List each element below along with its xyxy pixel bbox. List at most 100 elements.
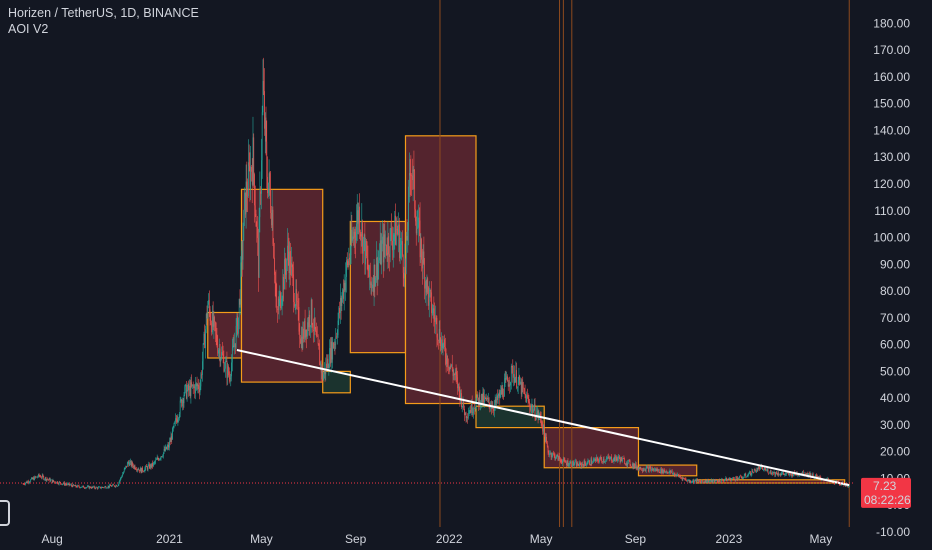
candle-body [537,410,539,418]
candle-body [310,299,312,326]
candle-body [24,484,25,485]
trend-line[interactable] [236,348,850,487]
candle-body [194,386,196,394]
candle-body [553,453,555,455]
tradingview-logo-icon[interactable] [0,500,10,526]
candle-body [650,467,652,471]
candle-body [524,392,526,395]
candle-body [635,463,637,469]
candle-body [218,350,219,354]
candle-body [430,290,432,293]
candle-body [532,405,534,413]
candle-body [533,409,534,413]
chart-symbol-title[interactable]: Horizen / TetherUS, 1D, BINANCE [8,6,199,20]
candle-body [64,484,66,486]
candle-body [131,462,133,466]
candle-body [743,475,745,478]
candle-body [738,478,740,479]
candle-body [239,298,241,305]
candle-body [287,245,288,261]
candle-body [425,281,426,289]
candle-body [167,444,169,448]
y-tick-label: 120.00 [873,177,910,191]
candle-body [483,392,485,403]
candle-body [631,466,632,467]
candle-body [751,470,753,475]
candle-body [187,384,189,391]
candle-body [306,329,307,337]
candle-body [223,356,225,372]
candle-body [67,483,69,484]
candle-body [724,479,726,481]
candle-body [84,487,85,489]
candle-body [367,259,369,272]
candle-body [67,483,68,485]
candle-body [600,457,602,459]
candle-body [780,473,782,476]
candle-body [654,468,656,470]
candle-body [47,479,48,480]
candle-body [695,479,697,483]
candle-body [797,475,799,476]
candle-body [623,458,625,460]
candle-body [231,348,233,363]
candle-body [583,461,585,467]
candle-body [595,458,596,462]
candle-body [658,469,659,471]
candle-body [546,442,548,447]
candle-body [165,446,166,451]
candle-body [159,458,160,461]
candle-body [149,464,151,469]
candle-body [675,474,677,477]
candle-body [144,468,146,472]
candle-body [749,471,750,474]
candle-body [424,263,426,289]
y-tick-label: 60.00 [880,338,910,352]
candle-body [145,465,147,469]
candle-body [315,329,317,331]
candle-body [101,487,103,488]
candle-body [278,298,280,310]
candle-body [287,245,289,252]
candle-body [113,484,114,486]
candle-body [399,244,401,258]
candle-body [688,479,690,482]
candle-body [697,480,699,481]
candle-body [257,226,258,238]
candle-body [354,231,356,238]
candle-body [346,260,347,277]
candle-body [484,396,486,398]
candle-body [353,231,355,239]
candle-body [417,227,419,229]
candle-body [636,467,638,469]
candle-body [779,474,781,476]
candle-body [148,464,150,466]
candle-body [535,417,537,419]
candle-body [750,474,752,476]
aoi-zone [404,135,477,405]
candle-body [231,362,232,377]
candle-body [135,468,137,470]
candle-body [730,478,732,481]
price-badge-countdown: 08:22:26 [864,493,911,507]
candle-body [44,479,45,480]
candle-body [228,375,230,379]
candle-body [54,481,56,483]
candle-body [309,315,311,327]
y-tick-label: 70.00 [880,311,910,325]
candle-body [736,477,737,478]
candle-body [175,418,177,420]
candle-body [841,484,842,486]
candle-body [754,469,756,470]
candle-body [201,374,202,376]
candle-body [662,468,664,474]
candle-body [555,457,557,460]
candle-body [462,399,464,406]
candle-body [408,186,409,231]
indicator-name[interactable]: AOI V2 [8,22,49,36]
candle-body [335,336,337,345]
candle-body [579,462,580,467]
candle-body [245,181,247,215]
candle-body [578,465,580,467]
